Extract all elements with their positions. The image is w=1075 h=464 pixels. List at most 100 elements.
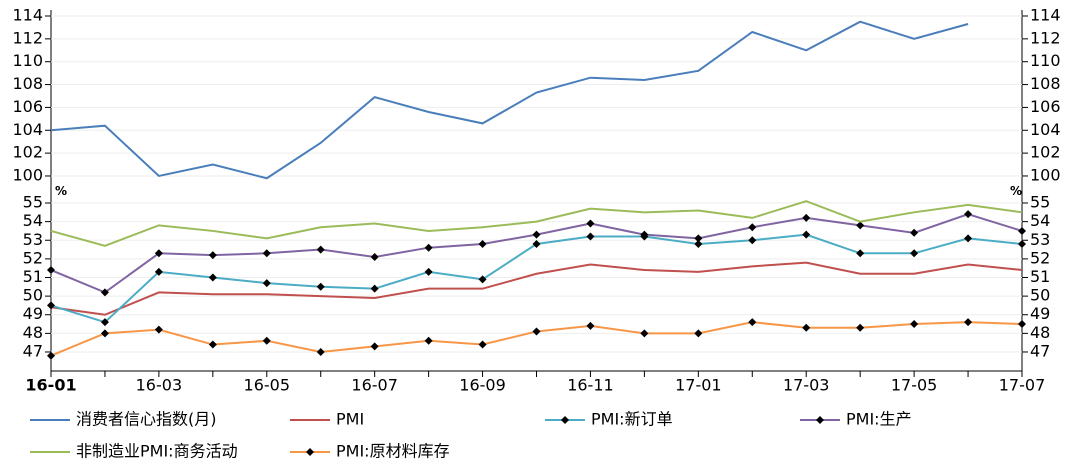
series-line — [50, 321, 1023, 357]
legend-label: 消费者信心指数(月) — [76, 410, 217, 429]
point-marker — [856, 323, 865, 332]
point-marker — [262, 279, 271, 288]
point-marker — [262, 249, 271, 258]
point-marker — [208, 340, 217, 349]
point-marker — [856, 221, 865, 230]
y-tick-label: 102 — [12, 143, 43, 162]
y-tick-label: 112 — [12, 28, 43, 47]
point-marker — [532, 230, 541, 239]
point-marker — [802, 230, 811, 239]
y2-tick-label: 51 — [1030, 267, 1050, 286]
point-marker — [640, 230, 649, 239]
y2-tick-label: 110 — [1030, 51, 1061, 70]
x-tick-label: 16-09 — [459, 376, 506, 395]
y-tick-label: 100 — [12, 165, 43, 184]
legend-label: PMI — [336, 410, 364, 429]
point-marker — [370, 342, 379, 351]
x-tick-label: 17-07 — [999, 376, 1046, 395]
point-marker — [100, 288, 109, 297]
x-tick-label: 16-05 — [244, 376, 291, 395]
point-marker — [748, 236, 757, 245]
y2-tick-label: 104 — [1030, 120, 1061, 139]
point-marker — [910, 228, 919, 237]
y2-tick-label: 114 — [1030, 6, 1061, 25]
point-marker — [316, 282, 325, 291]
unit-label: % — [55, 184, 67, 198]
x-tick-label: 16-03 — [136, 376, 183, 395]
point-marker — [1018, 320, 1026, 329]
y2-tick-label: 106 — [1030, 97, 1061, 116]
point-marker — [478, 275, 487, 284]
x-tick-label: 17-01 — [675, 376, 722, 395]
y-tick-label: 55 — [23, 193, 43, 212]
point-marker — [154, 267, 163, 276]
point-marker — [47, 266, 55, 275]
point-marker — [154, 325, 163, 334]
y2-tick-label: 50 — [1030, 286, 1050, 305]
y2-tick-label: 48 — [1030, 323, 1050, 342]
point-marker — [586, 321, 595, 330]
point-marker — [802, 323, 811, 332]
point-marker — [532, 327, 541, 336]
series-line — [50, 20, 969, 180]
point-marker — [748, 318, 757, 327]
point-marker — [964, 234, 973, 243]
point-marker — [694, 234, 703, 243]
legend-label: PMI:生产 — [846, 410, 912, 429]
point-marker — [694, 239, 703, 248]
point-marker — [100, 329, 109, 338]
y2-tick-label: 102 — [1030, 143, 1061, 162]
x-tick-label: 17-03 — [783, 376, 830, 395]
series-line — [50, 261, 1023, 316]
y-tick-label: 52 — [23, 248, 43, 267]
x-tick-label: 16-01 — [25, 376, 76, 395]
y2-tick-label: 49 — [1030, 304, 1050, 323]
point-marker — [964, 318, 973, 327]
point-marker — [47, 351, 55, 360]
y-tick-label: 47 — [23, 341, 43, 360]
y-tick-label: 53 — [23, 230, 43, 249]
point-marker — [1018, 226, 1026, 235]
point-marker — [370, 284, 379, 293]
y2-tick-label: 112 — [1030, 28, 1061, 47]
legend-marker — [561, 416, 569, 424]
point-marker — [424, 336, 433, 345]
y-tick-label: 108 — [12, 74, 43, 93]
point-marker — [100, 318, 109, 327]
point-marker — [424, 243, 433, 252]
y2-tick-label: 53 — [1030, 230, 1050, 249]
point-marker — [262, 336, 271, 345]
point-marker — [478, 340, 487, 349]
point-marker — [478, 239, 487, 248]
y2-tick-label: 100 — [1030, 165, 1061, 184]
point-marker — [532, 239, 541, 248]
y-tick-label: 50 — [23, 286, 43, 305]
legend-label: PMI:原材料库存 — [336, 442, 450, 461]
point-marker — [208, 273, 217, 282]
x-tick-label: 17-05 — [891, 376, 938, 395]
series-line — [50, 200, 1023, 247]
legend-label: 非制造业PMI:商务活动 — [76, 442, 238, 461]
point-marker — [748, 223, 757, 232]
point-marker — [640, 329, 649, 338]
y2-tick-label: 55 — [1030, 193, 1050, 212]
legend-marker — [816, 416, 824, 424]
point-marker — [910, 320, 919, 329]
point-marker — [802, 213, 811, 222]
y2-tick-label: 47 — [1030, 341, 1050, 360]
y-tick-label: 104 — [12, 120, 43, 139]
point-marker — [47, 301, 55, 310]
x-tick-label: 16-07 — [351, 376, 398, 395]
y-tick-label: 110 — [12, 51, 43, 70]
point-marker — [316, 347, 325, 356]
y-tick-label: 54 — [23, 211, 43, 230]
y-tick-label: 51 — [23, 267, 43, 286]
point-marker — [208, 251, 217, 260]
y2-tick-label: 52 — [1030, 248, 1050, 267]
x-tick-label: 16-11 — [567, 376, 614, 395]
point-marker — [586, 219, 595, 228]
y2-tick-label: 108 — [1030, 74, 1061, 93]
y-tick-label: 114 — [12, 6, 43, 25]
point-marker — [1018, 239, 1026, 248]
